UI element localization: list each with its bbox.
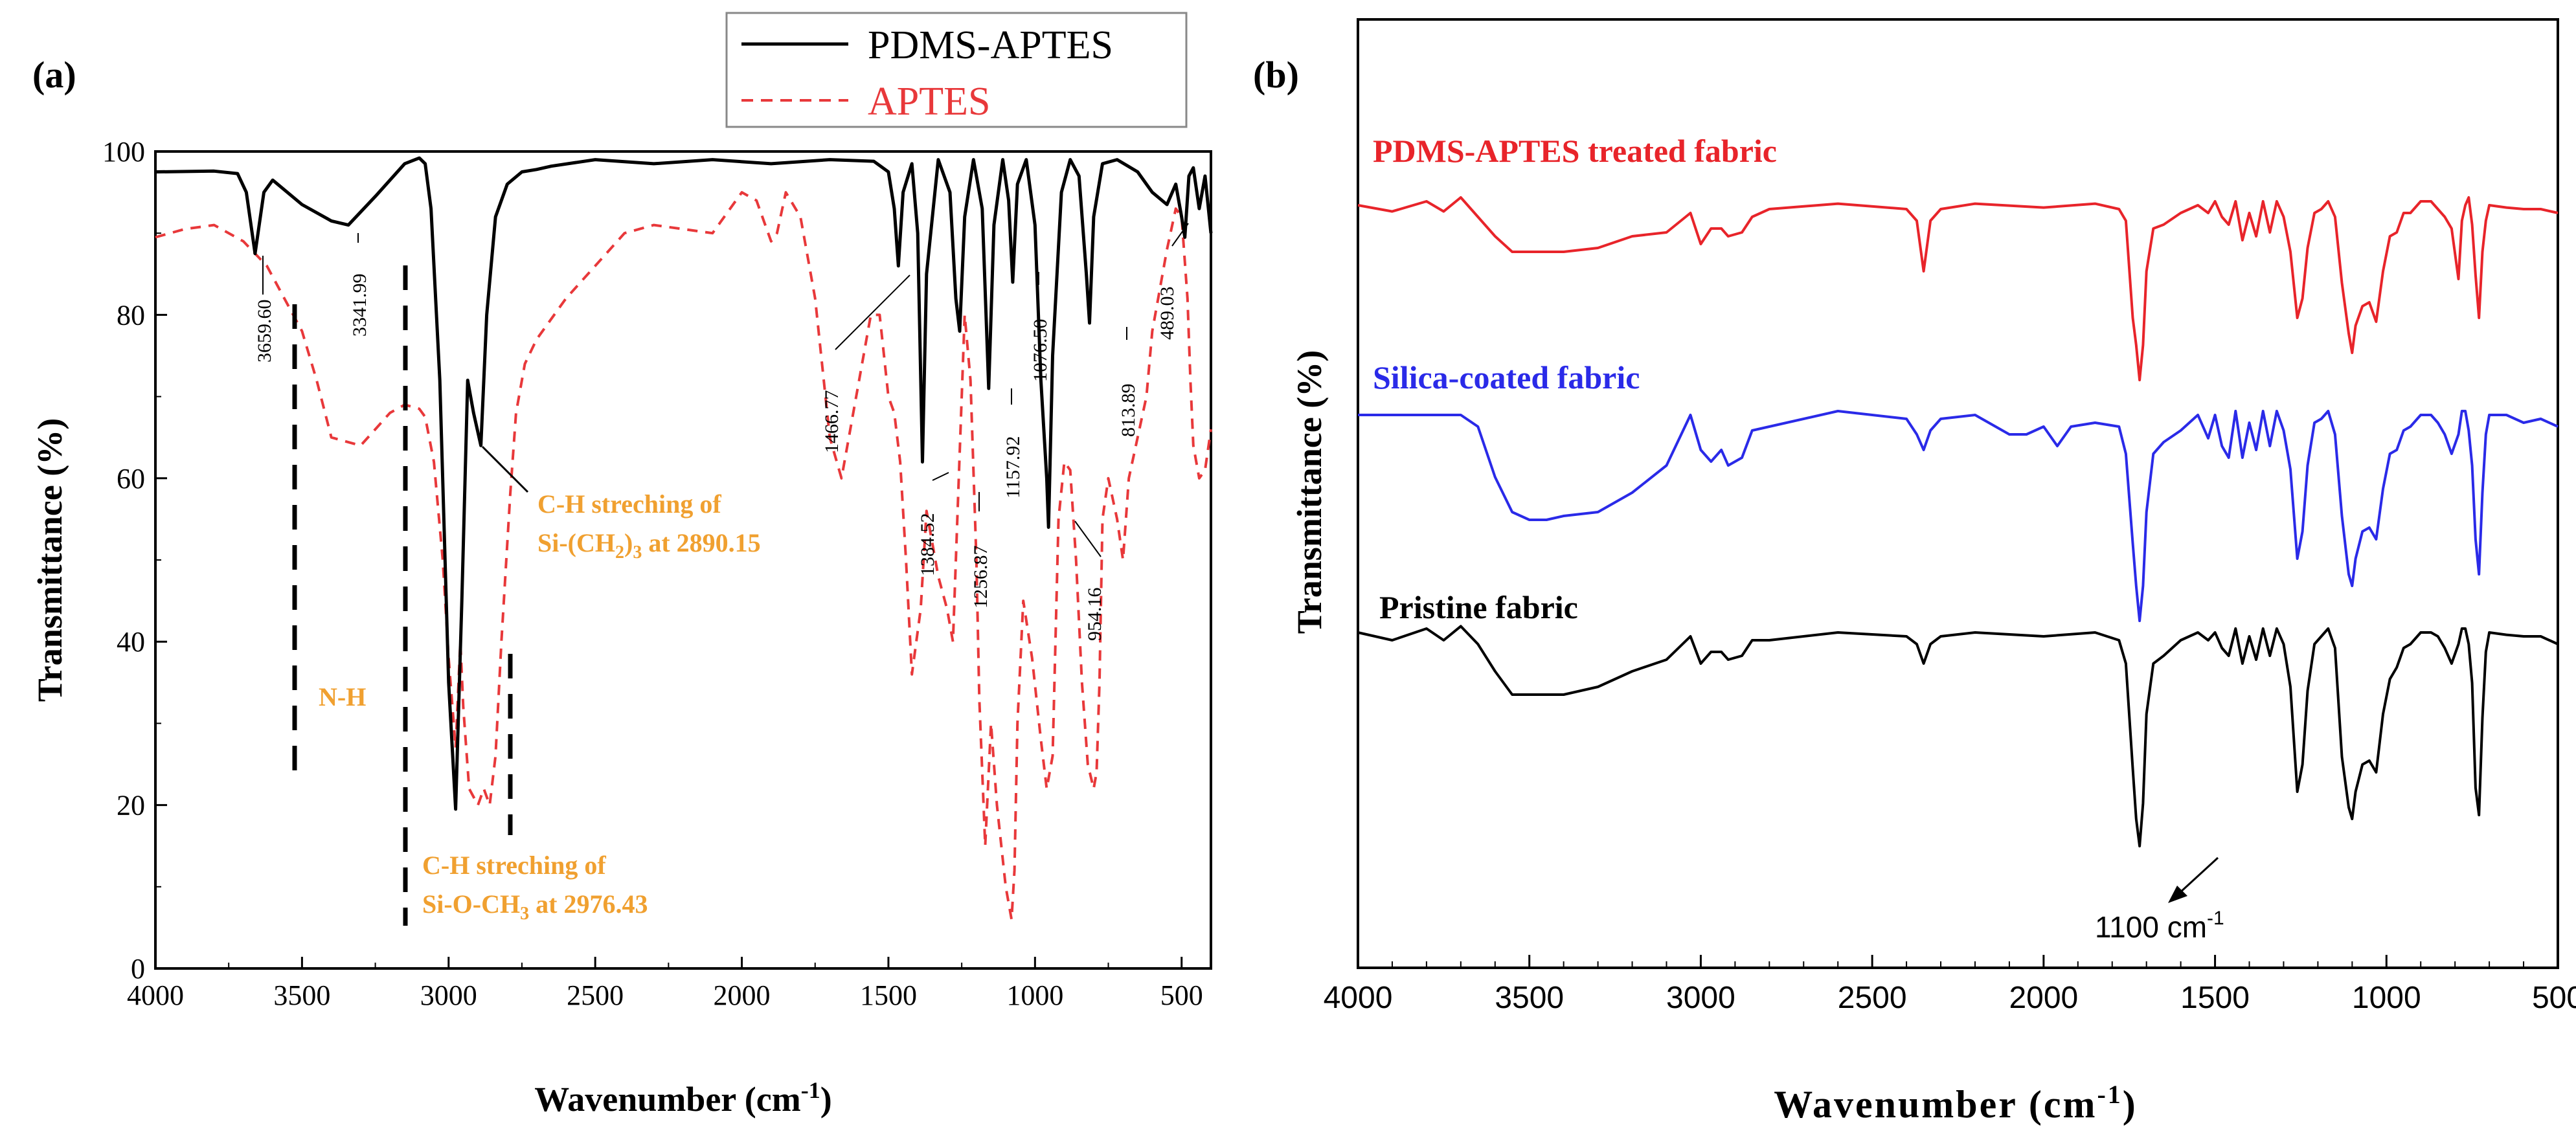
a-y-tick-label: 0 [131, 953, 145, 985]
series-line-silica-coated [1358, 410, 2559, 622]
ch-si-ch2-line1: C-H streching of [537, 489, 721, 519]
nh-annotation: N-H [319, 682, 366, 711]
peak-label-3659: 3659.60 [254, 300, 275, 363]
panel-a-peak-labels: 3659.60 3341.99 1466.77 1384.52 1256.87 … [254, 223, 1189, 642]
panel-a-y-title: Transmittance (%) [30, 418, 69, 702]
panel-b-plot-frame [1357, 18, 2559, 969]
panel-a-series [155, 156, 1213, 921]
ch-sioch3-line2: Si-O-CH [422, 889, 520, 919]
ch-si-ch2-sub2: 3 [633, 542, 642, 563]
svg-text:C-H streching of: C-H streching of [537, 489, 721, 519]
series-label-pdms-aptes-treated: PDMS-APTES treated fabric [1373, 133, 1777, 169]
peak-label-1076: 1076.50 [1030, 319, 1051, 383]
peak-pointer-954 [1074, 520, 1102, 557]
series-label-pristine: Pristine fabric [1379, 589, 1578, 625]
a-y-tick-label: 80 [117, 299, 145, 331]
ch-sioch3-line1: C-H streching of [422, 851, 606, 880]
panel-a: (a) PDMS-APTES APTES 4000 3500 3000 2500 200… [30, 12, 1213, 1119]
panel-a-axes: 4000 3500 3000 2500 2000 1500 1000 500 0 20 40 60 80… [102, 136, 1203, 1011]
b-x-tick-label: 1000 [2352, 981, 2421, 1015]
ch-si-ch2-tail: at 2890.15 [642, 528, 760, 557]
peak-label-1466: 1466.77 [821, 390, 842, 454]
panel-b: (b) 4000 3500 3000 2500 2000 1500 1000 500 PDMS… [1253, 18, 2576, 1126]
b-x-tick-label: 2000 [2009, 981, 2078, 1015]
peak-pointer-1466 [835, 274, 910, 350]
arrow-label-1100: 1100 cm [2095, 910, 2207, 944]
legend-label-pdms-aptes: PDMS-APTES [868, 23, 1113, 67]
a-x-tick-label: 2000 [714, 979, 771, 1011]
a-y-tick-label: 20 [117, 790, 145, 821]
arrow-line-1100 [2178, 856, 2219, 895]
a-y-tick-label: 100 [102, 136, 145, 168]
b-x-tick-label: 2500 [1838, 981, 1907, 1015]
a-y-tick-label: 60 [117, 463, 145, 495]
series-label-silica-coated: Silica-coated fabric [1373, 359, 1640, 396]
series-line-aptes [155, 191, 1212, 921]
series-line-pdms-aptes-treated [1357, 196, 2559, 381]
peak-label-3342: 3341.99 [349, 274, 370, 337]
svg-text:Si-O-CH3 at 2976.43: Si-O-CH3 at 2976.43 [422, 889, 648, 924]
peak-pointer-489 [1171, 223, 1189, 247]
a-x-tick-label: 500 [1160, 979, 1203, 1011]
panel-a-plot-frame [154, 150, 1212, 970]
ch-si-ch2-pointer [481, 445, 529, 493]
a-x-tick-label: 1000 [1006, 979, 1063, 1011]
b-x-tick-label: 3000 [1666, 981, 1735, 1015]
legend-box [725, 12, 1188, 128]
a-x-tick-label: 1500 [860, 979, 917, 1011]
a-x-tick-label: 3500 [273, 979, 330, 1011]
panel-a-region-markers [292, 265, 513, 926]
b-x-tick-label: 500 [2532, 981, 2576, 1015]
svg-text:C-H streching of: C-H streching of [422, 851, 606, 880]
panel-b-label: (b) [1253, 54, 1299, 96]
panel-a-legend: PDMS-APTES APTES [725, 12, 1188, 128]
peak-label-489: 489.03 [1157, 287, 1178, 341]
b-x-tick-label: 3500 [1495, 981, 1564, 1015]
peak-label-1384: 1384.52 [917, 513, 938, 577]
arrow-label-sup: -1 [2207, 908, 2224, 929]
ch-sioch3-annotation: C-H streching of Si-O-CH3 at 2976.43 [422, 851, 648, 924]
series-line-pdms-aptes [155, 156, 1213, 811]
arrow-annotation-1100: 1100 cm-1 [2095, 856, 2224, 944]
peak-label-1158: 1157.92 [1002, 436, 1024, 498]
ch-sioch3-sub: 3 [520, 904, 529, 924]
a-x-tick-label: 2500 [567, 979, 624, 1011]
arrow-head-1100 [2168, 886, 2187, 903]
panel-b-series [1357, 196, 2559, 847]
b-x-tick-label: 1500 [2180, 981, 2250, 1015]
panel-b-y-title: Transmittance (%) [1290, 350, 1329, 634]
a-y-tick-label: 40 [117, 626, 145, 658]
ch-sioch3-tail: at 2976.43 [529, 889, 648, 919]
svg-text:Si-(CH2)3 at 2890.15: Si-(CH2)3 at 2890.15 [537, 528, 761, 563]
b-x-tick-label: 4000 [1324, 981, 1393, 1015]
peak-pointer-1384 [932, 472, 949, 481]
ch-si-ch2-sub: 2 [615, 542, 624, 563]
legend-label-aptes: APTES [868, 80, 990, 124]
ch-si-ch2-close: ) [624, 528, 633, 557]
series-line-pristine [1357, 625, 2559, 847]
a-x-tick-label: 4000 [127, 979, 184, 1011]
ch-si-ch2-line2: Si-(CH [537, 528, 615, 557]
a-x-tick-label: 3000 [420, 979, 477, 1011]
peak-label-954: 954.16 [1084, 588, 1105, 642]
peak-label-1256: 1256.87 [970, 546, 991, 609]
panel-a-label: (a) [32, 54, 76, 96]
panel-b-x-title: Wavenumber (cm-1) [1774, 1080, 2138, 1126]
svg-text:1100 cm-1: 1100 cm-1 [2095, 908, 2224, 944]
panel-a-x-title: Wavenumber (cm-1) [534, 1077, 831, 1119]
peak-label-814: 813.89 [1118, 384, 1139, 438]
panel-b-axes: 4000 3500 3000 2500 2000 1500 1000 500 [1324, 955, 2576, 1015]
ch-si-ch2-annotation: C-H streching of Si-(CH2)3 at 2890.15 [481, 445, 761, 563]
